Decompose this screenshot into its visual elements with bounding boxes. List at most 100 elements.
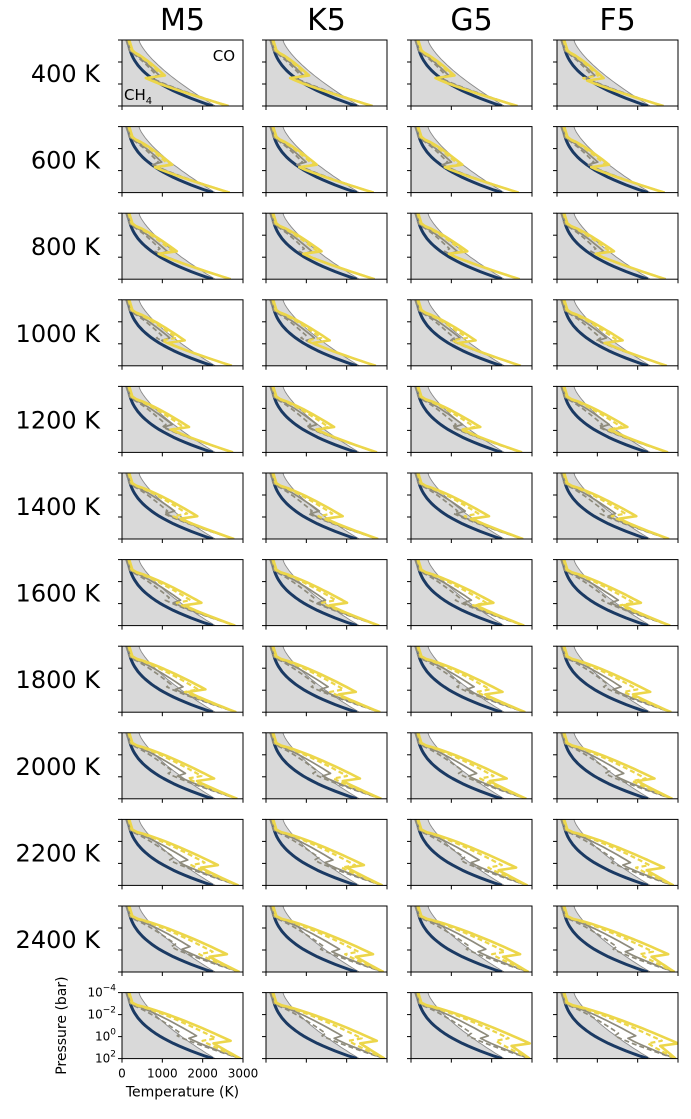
co-ch4-boundary: [573, 992, 651, 1059]
panel-frame: [121, 472, 244, 540]
panel-frame: [556, 905, 679, 973]
y-tick-label: 10−2: [87, 1006, 116, 1022]
panel: [262, 645, 388, 717]
tp-profile: [272, 386, 378, 453]
row-label: 600 K: [31, 147, 101, 175]
ch4-region: [122, 819, 216, 886]
co-ch4-boundary: [282, 40, 360, 106]
x-tick-label: 0: [118, 1067, 126, 1081]
panel: [262, 39, 388, 110]
panel-frame: [265, 385, 388, 453]
panel: [262, 126, 388, 197]
panel-frame: [121, 645, 244, 713]
panel-frame: [556, 732, 679, 800]
panel: [262, 385, 388, 457]
column-label: K5: [307, 3, 346, 38]
axis-text: 0 1000 2000 3000 10−4 10−2 100 102 Temperature (…: [54, 976, 258, 1100]
tp-profile: [563, 732, 673, 799]
panel-frame: [121, 559, 244, 627]
panel: [262, 299, 388, 370]
co-ch4-boundary: [138, 819, 216, 886]
row-label: 400 K: [31, 60, 101, 88]
tp-profile: [272, 906, 385, 972]
panel: [553, 472, 679, 543]
panel-frame: [121, 905, 244, 973]
panel: [407, 126, 533, 197]
panel: [553, 905, 679, 976]
row-label: 2400 K: [16, 926, 102, 954]
tp-profile: [128, 386, 234, 453]
x-axis-label: Temperature (K): [125, 1085, 239, 1101]
tp-profile: [272, 559, 380, 626]
y-tick-label: 100: [95, 1028, 116, 1044]
tp-profile: [128, 559, 236, 626]
tp-profile: [128, 732, 238, 799]
panel-frame: [265, 559, 388, 627]
tp-profile: [417, 126, 519, 193]
tp-profile: [128, 819, 239, 886]
ch4-region: [266, 646, 360, 713]
tp-profile: [563, 299, 668, 366]
row-label: 1000 K: [16, 320, 102, 348]
tp-profile: [563, 40, 664, 106]
panel: [118, 645, 244, 717]
tp-profile: [417, 299, 522, 366]
panel: [553, 212, 679, 284]
co-ch4-boundary: [427, 906, 505, 972]
panel-frame: [410, 732, 533, 800]
tp-profile: [563, 126, 665, 193]
tp-profile: [417, 992, 531, 1059]
panel: [407, 905, 533, 976]
panel: [407, 645, 533, 717]
tp-profile: [417, 732, 527, 799]
panel: [553, 818, 679, 890]
ch4-region: [411, 732, 505, 799]
column-label: F5: [599, 3, 635, 38]
panel: [553, 559, 679, 630]
tp-profile: [128, 213, 232, 280]
co-ch4-boundary: [427, 646, 505, 713]
panel-frame: [410, 385, 533, 453]
panel: [553, 126, 679, 197]
panel: [118, 818, 244, 890]
panel-frame: [556, 559, 679, 627]
x-tick-label: 2000: [187, 1067, 218, 1081]
tp-profile: [417, 646, 526, 713]
tp-profile: [563, 819, 675, 886]
tp-profile: [563, 559, 671, 626]
panel-frame: [556, 818, 679, 886]
y-tick-label: 102: [95, 1050, 116, 1066]
co-ch4-boundary: [573, 819, 651, 886]
tp-profile: [417, 819, 528, 886]
tp-profile: [417, 559, 525, 626]
tp-profile: [128, 906, 241, 972]
co-ch4-boundary: [282, 732, 360, 799]
panel-frame: [265, 212, 388, 280]
tp-profile: [563, 213, 667, 280]
panel: [407, 992, 533, 1063]
ch4-region: [122, 732, 216, 799]
tp-profile: [128, 646, 237, 713]
tp-profile: [272, 299, 377, 366]
panel-frame: [410, 39, 533, 107]
panel-frame: [265, 126, 388, 194]
panel-frame: [556, 385, 679, 453]
tp-profile: [128, 299, 233, 366]
ch4-region: [557, 559, 651, 626]
tp-profile: [417, 386, 523, 453]
panel: [118, 472, 244, 543]
panel: [262, 472, 388, 543]
panel: [407, 732, 533, 803]
panel: [262, 818, 388, 890]
panel: [262, 905, 388, 976]
panel-frame: [556, 992, 679, 1060]
panel-frame: [410, 212, 533, 280]
x-tick-label: 1000: [147, 1067, 178, 1081]
panel-frame: [121, 818, 244, 886]
row-label: 2000 K: [16, 753, 102, 781]
ch4-region: [411, 559, 505, 626]
co-ch4-boundary: [282, 819, 360, 886]
tp-profile: [272, 126, 374, 193]
panel-frame: [556, 299, 679, 367]
